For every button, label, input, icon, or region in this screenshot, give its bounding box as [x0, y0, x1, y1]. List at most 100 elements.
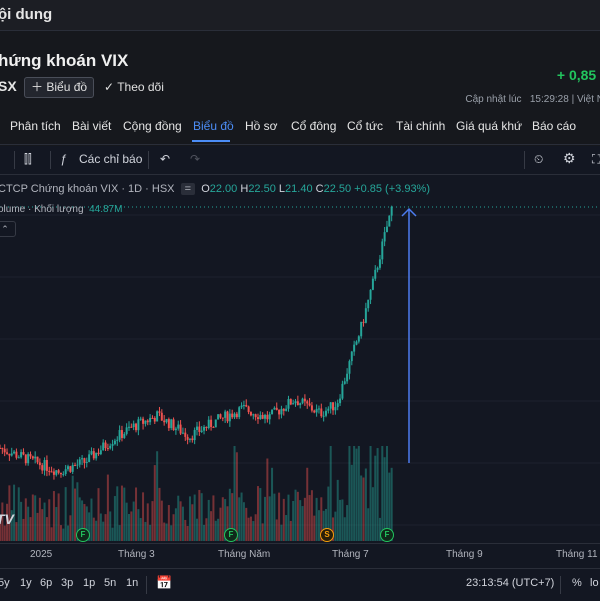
- range-5y[interactable]: 5y: [0, 577, 10, 589]
- candle-body: [287, 399, 290, 409]
- volume-bar: [334, 511, 337, 541]
- volume-bar: [34, 495, 37, 541]
- candle-body: [97, 452, 100, 455]
- candle-body: [348, 361, 351, 374]
- tab-articles[interactable]: Bài viết: [72, 119, 112, 133]
- volume-bar: [160, 500, 163, 541]
- candle-body: [156, 411, 159, 422]
- candle-body: [249, 412, 252, 416]
- candle-body: [62, 474, 65, 476]
- range-1d[interactable]: 1n: [126, 577, 139, 589]
- indicators-button[interactable]: Các chỉ báo: [79, 152, 143, 166]
- undo-icon[interactable]: ↶: [160, 152, 171, 166]
- candle-body: [271, 409, 274, 415]
- volume-bar: [301, 506, 304, 541]
- candle-body: [205, 426, 208, 429]
- candle-body: [132, 423, 135, 428]
- follow-button[interactable]: ✓ Theo dõi: [104, 80, 164, 94]
- candle-body: [52, 471, 55, 475]
- candle-body: [322, 415, 325, 417]
- range-1y[interactable]: 1y: [20, 577, 32, 589]
- candle-body: [95, 452, 98, 459]
- tab-dividends[interactable]: Cổ tức: [347, 119, 384, 133]
- financial-report-marker[interactable]: F: [380, 528, 394, 542]
- volume-bar: [59, 525, 62, 541]
- collapse-chevron-icon[interactable]: ⌃: [0, 221, 16, 237]
- updated-time: 15:29:28 | Việt N: [529, 94, 600, 105]
- volume-bar: [36, 512, 39, 541]
- candle-body: [172, 419, 175, 431]
- candle-body: [299, 403, 302, 406]
- log-toggle[interactable]: lo: [590, 577, 599, 589]
- tab-shareholders[interactable]: Cổ đông: [291, 119, 337, 133]
- function-icon[interactable]: ƒ: [60, 152, 67, 166]
- range-6m[interactable]: 6p: [40, 577, 53, 589]
- tab-reports[interactable]: Báo cáo: [532, 119, 577, 133]
- toolbar-divider: [560, 576, 561, 594]
- candle-body: [158, 411, 161, 413]
- tab-analysis[interactable]: Phân tích: [10, 119, 61, 133]
- alert-clock-icon[interactable]: ⏲: [534, 152, 544, 166]
- volume-bar: [85, 506, 88, 541]
- financial-report-marker[interactable]: F: [224, 528, 238, 542]
- candle-body: [48, 470, 51, 472]
- axis-label: Tháng Năm: [218, 549, 271, 560]
- volume-bar: [266, 458, 269, 541]
- candle-body: [102, 442, 105, 451]
- candles-icon[interactable]: ⫿⫿: [24, 152, 32, 166]
- chart-button[interactable]: ＋ Biểu đồ: [24, 77, 95, 98]
- tab-community[interactable]: Cộng đồng: [123, 119, 182, 133]
- volume-bar: [308, 495, 311, 541]
- candle-body: [256, 417, 259, 419]
- volume-bar: [170, 525, 173, 541]
- candle-body: [135, 423, 138, 431]
- volume-bar: [13, 484, 16, 541]
- split-marker[interactable]: S: [320, 528, 334, 542]
- range-5d[interactable]: 5n: [104, 577, 117, 589]
- candle-body: [294, 401, 297, 404]
- volume-bar: [203, 524, 206, 541]
- chart-button-label: Biểu đồ: [46, 80, 88, 94]
- tab-financials[interactable]: Tài chính: [396, 119, 446, 133]
- candle-body: [165, 419, 168, 423]
- candle-body: [306, 401, 309, 404]
- candle-body: [69, 466, 72, 472]
- volume-bar: [22, 518, 25, 541]
- candle-body: [139, 418, 142, 420]
- redo-icon[interactable]: ↷: [190, 152, 201, 166]
- price-chart[interactable]: CTCP Chứng khoán VIX · 1D · HSX = O22.00…: [0, 175, 600, 568]
- candle-body: [8, 453, 11, 456]
- volume-bar: [343, 517, 346, 541]
- volume-bar: [99, 513, 102, 541]
- candle-body: [144, 420, 147, 424]
- collapse-legend-icon[interactable]: =: [180, 183, 196, 195]
- time-axis[interactable]: 2025 Tháng 3 Tháng Năm Tháng 7 Tháng 9 T…: [0, 543, 600, 566]
- volume-bar: [198, 489, 201, 541]
- financial-report-marker[interactable]: F: [76, 528, 90, 542]
- volume-bar: [247, 517, 250, 541]
- tab-profile[interactable]: Hồ sơ: [245, 119, 278, 133]
- settings-gear-icon[interactable]: ⚙: [563, 150, 576, 166]
- clock-time[interactable]: 23:13:54 (UTC+7): [466, 577, 555, 589]
- candle-body: [233, 413, 236, 418]
- volume-bar: [233, 446, 236, 541]
- tab-price-history[interactable]: Giá quá khứ: [456, 119, 523, 133]
- fullscreen-icon[interactable]: ⛶: [592, 152, 600, 166]
- date-range-icon[interactable]: 📅: [156, 575, 173, 590]
- percent-toggle[interactable]: %: [572, 577, 582, 589]
- volume-bar: [264, 496, 267, 541]
- volume-bar: [193, 494, 196, 541]
- volume-bar: [135, 487, 138, 541]
- range-1m[interactable]: 1p: [83, 577, 96, 589]
- low-label: L: [278, 183, 286, 195]
- chart-canvas[interactable]: [0, 175, 600, 543]
- top-bar: ội dung: [0, 0, 600, 31]
- tab-chart[interactable]: Biểu đồ: [193, 119, 234, 133]
- candle-body: [362, 321, 365, 323]
- volume-bar: [256, 486, 259, 541]
- candle-body: [336, 403, 339, 408]
- volume-bar: [207, 499, 210, 541]
- range-3m[interactable]: 3p: [61, 577, 74, 589]
- volume-bar: [165, 523, 168, 541]
- volume-bar: [378, 517, 381, 541]
